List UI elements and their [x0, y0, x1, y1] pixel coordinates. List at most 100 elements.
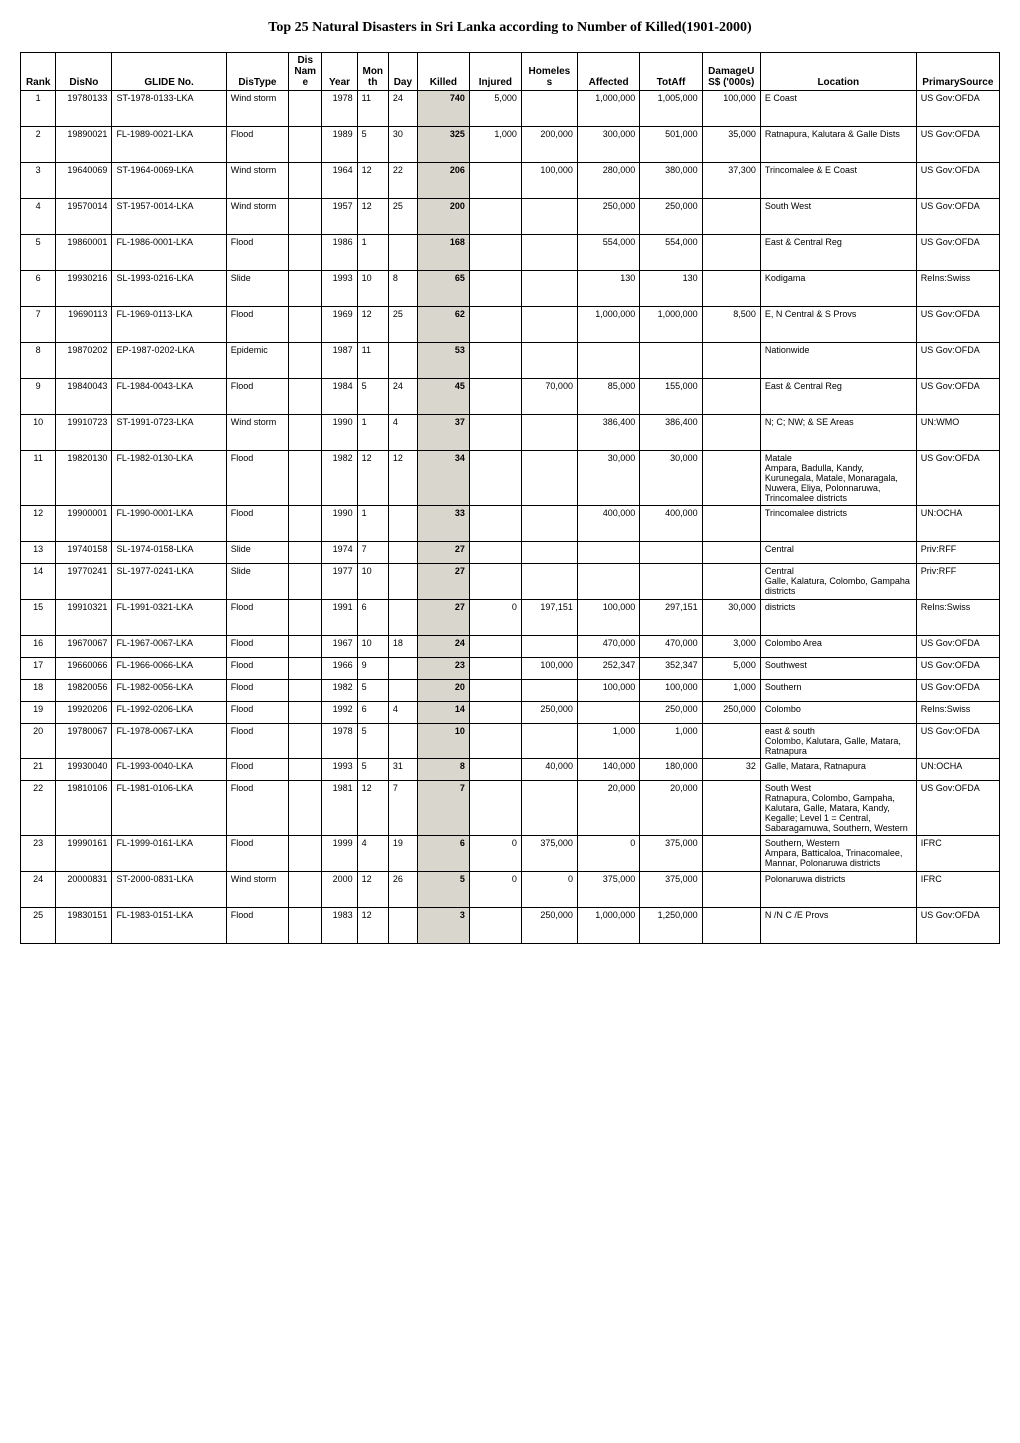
- cell-month: 12: [357, 307, 388, 343]
- cell-year: 1982: [322, 451, 357, 506]
- cell-location: South West Ratnapura, Colombo, Gampaha, …: [760, 781, 916, 836]
- cell-location: E, N Central & S Provs: [760, 307, 916, 343]
- table-row: 2019780067FL-1978-0067-LKAFlood19785101,…: [21, 724, 1000, 759]
- cell-glide: SL-1974-0158-LKA: [112, 542, 226, 564]
- cell-source: UN:WMO: [916, 415, 999, 451]
- cell-day: [388, 235, 417, 271]
- cell-rank: 15: [21, 600, 56, 636]
- table-header-row: Rank DisNo GLIDE No. DisType Dis Name Ye…: [21, 53, 1000, 91]
- cell-killed: 27: [417, 564, 469, 600]
- cell-rank: 17: [21, 658, 56, 680]
- cell-damage: 30,000: [702, 600, 760, 636]
- cell-totaff: 380,000: [640, 163, 702, 199]
- table-row: 419570014ST-1957-0014-LKAWind storm19571…: [21, 199, 1000, 235]
- col-day: Day: [388, 53, 417, 91]
- disasters-table: Rank DisNo GLIDE No. DisType Dis Name Ye…: [20, 52, 1000, 944]
- cell-homeless: 200,000: [521, 127, 577, 163]
- cell-month: 1: [357, 235, 388, 271]
- cell-year: 1986: [322, 235, 357, 271]
- cell-killed: 168: [417, 235, 469, 271]
- cell-year: 1991: [322, 600, 357, 636]
- cell-year: 1989: [322, 127, 357, 163]
- cell-location: Trincomalee & E Coast: [760, 163, 916, 199]
- cell-disname: [289, 379, 322, 415]
- cell-damage: 100,000: [702, 91, 760, 127]
- cell-location: Colombo Area: [760, 636, 916, 658]
- cell-month: 12: [357, 781, 388, 836]
- cell-disno: 19870202: [56, 343, 112, 379]
- col-year: Year: [322, 53, 357, 91]
- cell-disname: [289, 343, 322, 379]
- cell-glide: EP-1987-0202-LKA: [112, 343, 226, 379]
- cell-totaff: [640, 343, 702, 379]
- cell-glide: ST-1957-0014-LKA: [112, 199, 226, 235]
- cell-totaff: 386,400: [640, 415, 702, 451]
- cell-disno: 19780133: [56, 91, 112, 127]
- col-location: Location: [760, 53, 916, 91]
- cell-location: districts: [760, 600, 916, 636]
- cell-year: 1984: [322, 379, 357, 415]
- cell-rank: 10: [21, 415, 56, 451]
- cell-totaff: 30,000: [640, 451, 702, 506]
- cell-disno: 19660066: [56, 658, 112, 680]
- cell-totaff: 250,000: [640, 199, 702, 235]
- cell-location: N; C; NW; & SE Areas: [760, 415, 916, 451]
- cell-day: [388, 542, 417, 564]
- cell-rank: 23: [21, 836, 56, 872]
- cell-year: 1978: [322, 91, 357, 127]
- cell-year: 1993: [322, 271, 357, 307]
- col-homeless: Homeless: [521, 53, 577, 91]
- cell-source: US Gov:OFDA: [916, 781, 999, 836]
- cell-homeless: 250,000: [521, 702, 577, 724]
- table-row: 819870202EP-1987-0202-LKAEpidemic1987115…: [21, 343, 1000, 379]
- cell-homeless: 100,000: [521, 163, 577, 199]
- cell-homeless: 40,000: [521, 759, 577, 781]
- cell-month: 12: [357, 163, 388, 199]
- cell-day: 25: [388, 307, 417, 343]
- cell-killed: 740: [417, 91, 469, 127]
- cell-day: 4: [388, 702, 417, 724]
- col-glide: GLIDE No.: [112, 53, 226, 91]
- cell-year: 1978: [322, 724, 357, 759]
- cell-damage: [702, 506, 760, 542]
- table-row: 1419770241SL-1977-0241-LKASlide19771027C…: [21, 564, 1000, 600]
- cell-rank: 22: [21, 781, 56, 836]
- cell-injured: [469, 379, 521, 415]
- cell-affected: 375,000: [577, 872, 639, 908]
- cell-location: East & Central Reg: [760, 235, 916, 271]
- cell-glide: FL-1990-0001-LKA: [112, 506, 226, 542]
- cell-totaff: [640, 564, 702, 600]
- cell-glide: FL-1983-0151-LKA: [112, 908, 226, 944]
- table-row: 319640069ST-1964-0069-LKAWind storm19641…: [21, 163, 1000, 199]
- cell-source: US Gov:OFDA: [916, 724, 999, 759]
- cell-totaff: 1,005,000: [640, 91, 702, 127]
- table-row: 1319740158SL-1974-0158-LKASlide1974727Ce…: [21, 542, 1000, 564]
- cell-location: Trincomalee districts: [760, 506, 916, 542]
- cell-disname: [289, 506, 322, 542]
- cell-disno: 19780067: [56, 724, 112, 759]
- table-body: 119780133ST-1978-0133-LKAWind storm19781…: [21, 91, 1000, 944]
- table-row: 2219810106FL-1981-0106-LKAFlood198112772…: [21, 781, 1000, 836]
- cell-damage: [702, 379, 760, 415]
- table-row: 719690113FL-1969-0113-LKAFlood1969122562…: [21, 307, 1000, 343]
- cell-glide: SL-1977-0241-LKA: [112, 564, 226, 600]
- cell-disno: 19920206: [56, 702, 112, 724]
- table-row: 2519830151FL-1983-0151-LKAFlood198312325…: [21, 908, 1000, 944]
- cell-glide: FL-1978-0067-LKA: [112, 724, 226, 759]
- cell-homeless: [521, 307, 577, 343]
- cell-day: 31: [388, 759, 417, 781]
- cell-source: ReIns:Swiss: [916, 271, 999, 307]
- cell-disno: 19830151: [56, 908, 112, 944]
- cell-day: [388, 680, 417, 702]
- cell-disno: 19770241: [56, 564, 112, 600]
- cell-location: N /N C /E Provs: [760, 908, 916, 944]
- cell-month: 5: [357, 379, 388, 415]
- cell-disno: 19930040: [56, 759, 112, 781]
- cell-disname: [289, 271, 322, 307]
- cell-year: 1957: [322, 199, 357, 235]
- cell-rank: 14: [21, 564, 56, 600]
- cell-affected: 400,000: [577, 506, 639, 542]
- col-killed: Killed: [417, 53, 469, 91]
- cell-source: US Gov:OFDA: [916, 199, 999, 235]
- cell-source: US Gov:OFDA: [916, 343, 999, 379]
